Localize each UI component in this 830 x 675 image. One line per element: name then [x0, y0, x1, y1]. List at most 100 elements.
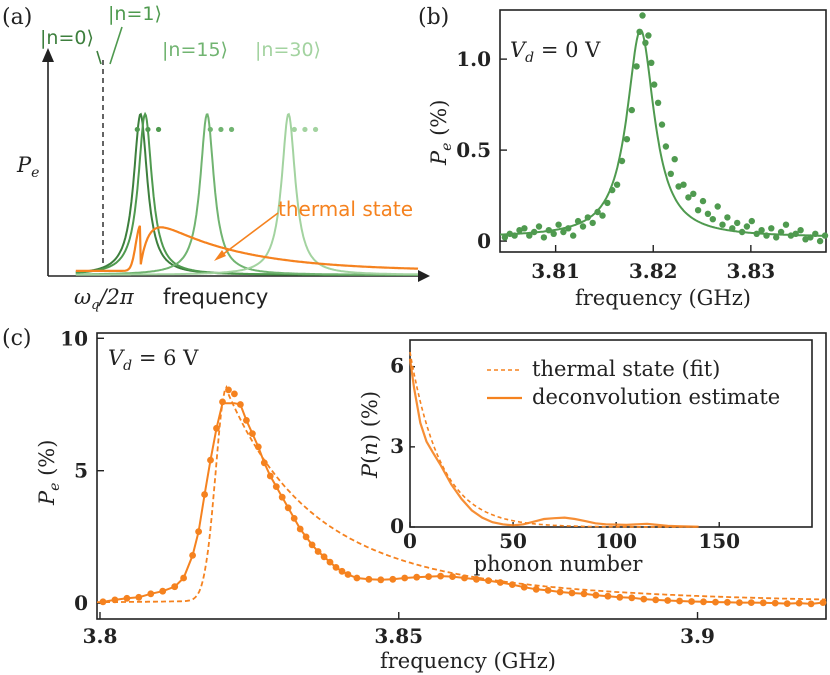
panel-b-point	[763, 232, 770, 239]
panel-c-point	[688, 598, 695, 605]
panel-a-thermal-arrowhead	[214, 250, 226, 261]
panel-b-point	[574, 217, 582, 225]
panel-b-point	[675, 183, 682, 190]
inset-ticks: 0 50 100 150 0 3 6	[390, 354, 740, 553]
panel-a-curve-0	[75, 112, 418, 276]
panel-b-point	[633, 63, 640, 70]
panel-b-point	[724, 214, 731, 221]
panel-c-xtick-label: 3.9	[680, 624, 715, 648]
panel-a-curve-3	[75, 112, 418, 276]
panel-b-point	[521, 225, 528, 232]
panel-b-point	[511, 232, 518, 239]
panel-c-point	[243, 417, 250, 424]
panel-c-point	[425, 573, 432, 580]
panel-b-point	[570, 232, 577, 239]
panel-a-curve-4	[75, 225, 419, 272]
panel-a-thermal-label: thermal state	[278, 197, 413, 221]
panel-c-point	[401, 574, 409, 582]
panel-c-frame	[96, 332, 827, 620]
panel-b-point	[753, 230, 760, 237]
panel-b-point	[584, 214, 591, 221]
panel-c-point	[207, 456, 214, 464]
panel-a-legend-n0: |n=0⟩	[40, 27, 94, 49]
panel-a-arrow-n1	[109, 26, 123, 65]
panel-b-point	[816, 237, 824, 245]
panel-b-point	[604, 199, 611, 207]
panel-b-point	[812, 230, 819, 237]
panel-c-point	[377, 576, 385, 584]
panel-c-point	[461, 574, 468, 582]
panel-c-deconvolution-line	[102, 402, 824, 605]
panel-c-points	[99, 386, 827, 608]
panel-b-point	[773, 234, 780, 241]
panel-c-point	[201, 491, 209, 498]
panel-c-ticks: 3.8 3.85 3.9 0 5 10	[60, 326, 715, 648]
panel-b-point	[545, 227, 552, 234]
panel-b-point	[609, 186, 616, 194]
panel-a-label: (a)	[2, 5, 32, 30]
panel-c-point	[807, 600, 815, 608]
panel-c-xtick-label: 3.8	[83, 624, 118, 648]
panel-c-point	[532, 585, 540, 593]
panel-b-point	[531, 228, 538, 236]
panel-a-ellipsis-3: •••	[289, 120, 321, 141]
inset-xtick-label: 150	[698, 529, 740, 553]
panel-b-ticks: 3.81 3.82 3.83 0 0.5 1.0	[456, 47, 775, 283]
panel-c-point	[580, 590, 588, 598]
panel-b-point	[748, 217, 755, 225]
panel-c-point	[747, 599, 755, 606]
panel-b-point	[704, 210, 712, 217]
panel-c-thermal-fit-line	[97, 384, 826, 604]
panel-b-point	[690, 190, 697, 197]
panel-b-point	[719, 221, 726, 228]
panel-a-arrow-n0	[96, 50, 102, 65]
panel-b-points	[501, 12, 829, 245]
panel-c-xtick-label: 3.85	[374, 624, 423, 648]
panel-c-point	[604, 592, 612, 600]
panel-c-point	[353, 574, 361, 582]
panel-b-ytick-label: 1.0	[456, 47, 491, 71]
inset-ylabel: P(n) (%)	[358, 391, 382, 479]
panel-c-point	[664, 597, 672, 604]
panel-b-point	[671, 156, 678, 163]
panel-b-point	[797, 227, 804, 234]
panel-c-point	[159, 587, 167, 595]
panel-b-point	[599, 212, 606, 219]
panel-a-ellipsis-2: •••	[205, 120, 237, 141]
panel-b-point	[651, 81, 658, 88]
panel-c-point	[389, 575, 397, 583]
panel-c-point	[783, 600, 791, 607]
panel-c-point	[473, 575, 480, 583]
panel-a-marker-label: ωq/2π	[74, 285, 135, 313]
panel-b-point	[613, 181, 621, 188]
panel-c-point	[213, 424, 220, 432]
panel-c-point	[616, 593, 624, 601]
panel-b-fit-line	[499, 28, 826, 237]
panel-c-point	[544, 587, 552, 594]
panel-c-point	[724, 598, 731, 606]
panel-b-point	[807, 234, 814, 241]
panel-c-point	[338, 567, 346, 575]
panel-c-point	[219, 398, 226, 406]
panel-c-point	[308, 541, 316, 549]
panel-b-point	[526, 232, 533, 239]
panel-c-point	[628, 594, 636, 602]
inset-thermal-fit-line	[409, 351, 699, 528]
panel-c-point	[290, 515, 298, 522]
inset-deconvolution-line	[408, 358, 699, 528]
panel-b-point	[734, 219, 741, 227]
panel-c-ytick-label: 10	[60, 326, 88, 350]
panel-a-legend-n30: |n=30⟩	[255, 39, 321, 61]
panel-c-ytick-label: 5	[74, 459, 88, 483]
panel-c-point	[237, 401, 244, 408]
panel-c-point	[254, 443, 262, 451]
panel-c-point	[795, 599, 803, 607]
panel-b-label: (b)	[418, 5, 449, 30]
panel-b-point	[506, 230, 513, 237]
inset-xtick-label: 0	[403, 529, 417, 553]
panel-b-xtick-label: 3.82	[629, 259, 678, 283]
panel-b-point	[516, 227, 523, 234]
panel-b-point	[594, 208, 601, 216]
panel-c-point	[437, 572, 444, 580]
panel-b-point	[658, 121, 666, 128]
